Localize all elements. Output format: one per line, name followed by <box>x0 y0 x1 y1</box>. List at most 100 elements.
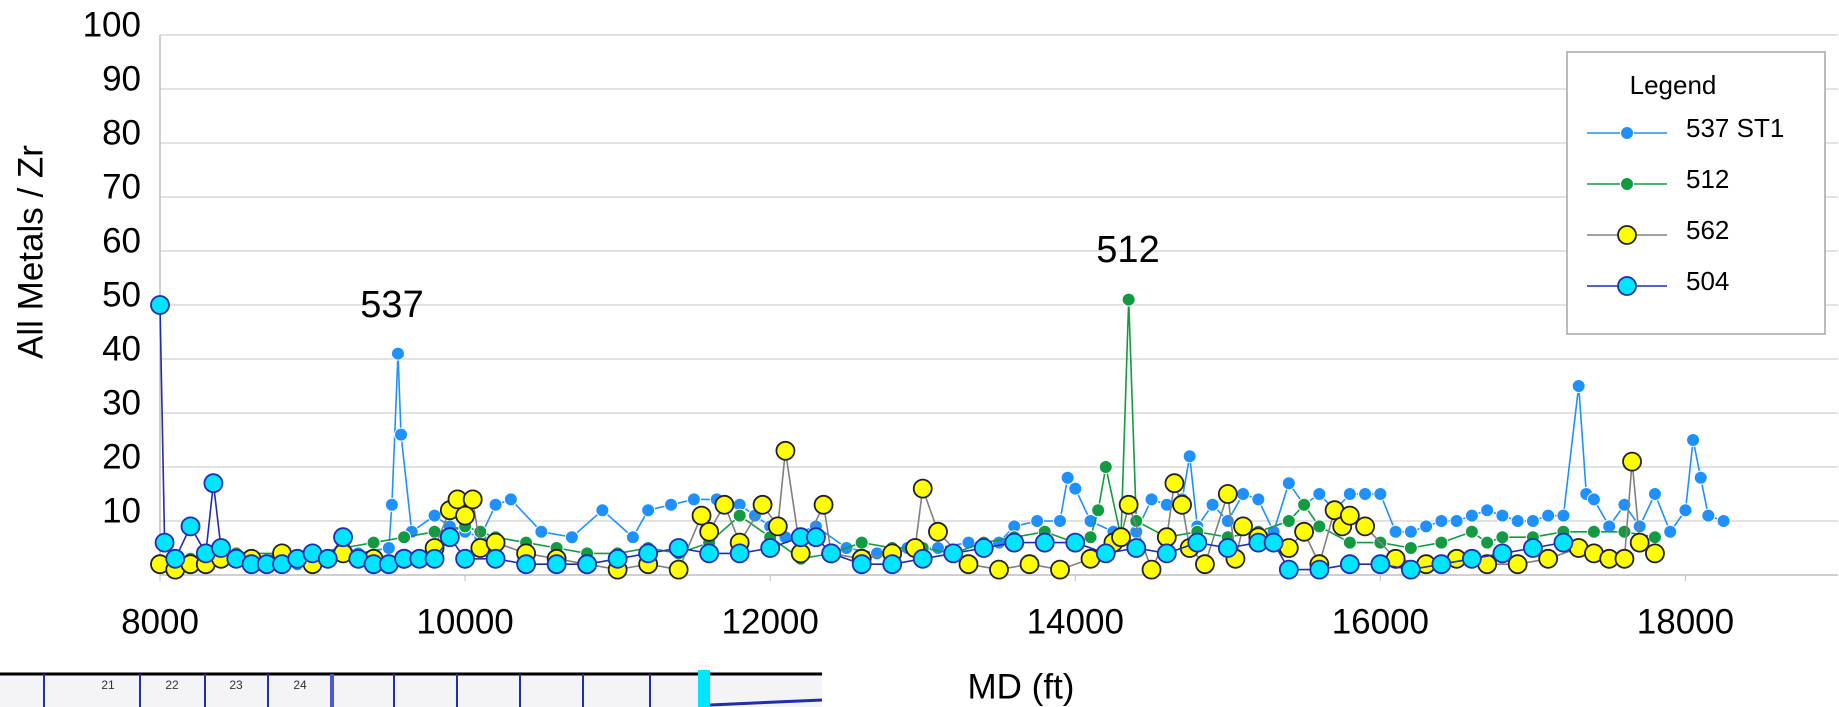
data-point <box>1066 534 1084 552</box>
data-point <box>1158 544 1176 562</box>
data-point <box>1603 520 1616 533</box>
data-point <box>1313 488 1326 501</box>
plot-area <box>151 293 1730 578</box>
data-point <box>1648 531 1661 544</box>
data-point <box>1526 515 1539 528</box>
data-point <box>670 561 688 579</box>
data-point <box>1496 531 1509 544</box>
data-point <box>1404 525 1417 538</box>
data-point <box>1359 488 1372 501</box>
data-point <box>1524 539 1542 557</box>
data-point <box>807 528 825 546</box>
data-point <box>1341 555 1359 573</box>
data-point <box>398 531 411 544</box>
data-point <box>1554 534 1572 552</box>
data-point <box>1465 509 1478 522</box>
data-point <box>853 555 871 573</box>
strip-label: 24 <box>293 678 307 692</box>
y-tick-label: 40 <box>102 329 141 368</box>
x-tick-label: 12000 <box>722 602 819 641</box>
data-point <box>428 509 441 522</box>
y-tick-label: 20 <box>102 437 141 476</box>
legend-label: 512 <box>1686 164 1729 194</box>
legend-marker <box>1621 127 1634 140</box>
data-point <box>1219 485 1237 503</box>
strip-label: 22 <box>165 678 179 692</box>
data-point <box>1005 534 1023 552</box>
data-point <box>1069 482 1082 495</box>
data-point <box>822 544 840 562</box>
data-point <box>1623 453 1641 471</box>
data-point <box>1310 561 1328 579</box>
strip-marker <box>698 670 710 707</box>
data-point <box>665 498 678 511</box>
data-point <box>776 442 794 460</box>
data-point <box>700 544 718 562</box>
data-point <box>1343 536 1356 549</box>
data-point <box>975 539 993 557</box>
data-point <box>1196 555 1214 573</box>
data-point <box>1557 509 1570 522</box>
data-point <box>391 347 404 360</box>
data-point <box>1206 498 1219 511</box>
data-point <box>1252 493 1265 506</box>
annotation: 537 <box>360 284 423 326</box>
data-point <box>1112 528 1130 546</box>
data-point <box>182 517 200 535</box>
data-point <box>1237 488 1250 501</box>
data-point <box>1165 474 1183 492</box>
chart: 1020304050607080901008000100001200014000… <box>0 0 1839 707</box>
strip-label: 23 <box>229 678 243 692</box>
data-point <box>914 480 932 498</box>
y-tick-label: 50 <box>102 275 141 314</box>
data-point <box>1188 534 1206 552</box>
data-point <box>1687 434 1700 447</box>
data-point <box>395 428 408 441</box>
data-point <box>1054 515 1067 528</box>
data-point <box>1631 534 1649 552</box>
data-point <box>441 528 459 546</box>
y-tick-label: 60 <box>102 221 141 260</box>
data-point <box>1496 509 1509 522</box>
data-point <box>1539 550 1557 568</box>
data-point <box>464 490 482 508</box>
data-point <box>1402 561 1420 579</box>
data-point <box>959 555 977 573</box>
data-point <box>1356 517 1374 535</box>
data-point <box>489 498 502 511</box>
legend-label: 562 <box>1686 215 1729 245</box>
data-point <box>1092 504 1105 517</box>
data-point <box>642 504 655 517</box>
data-point <box>731 544 749 562</box>
data-point <box>1389 525 1402 538</box>
data-point <box>1313 520 1326 533</box>
data-point <box>474 525 487 538</box>
data-point <box>693 507 711 525</box>
data-point <box>792 544 810 562</box>
data-point <box>151 296 169 314</box>
data-point <box>487 534 505 552</box>
data-point <box>1633 520 1646 533</box>
data-point <box>1465 525 1478 538</box>
data-point <box>565 531 578 544</box>
data-point <box>1664 525 1677 538</box>
x-tick-label: 8000 <box>121 602 199 641</box>
x-tick-label: 14000 <box>1027 602 1124 641</box>
data-point <box>1648 488 1661 501</box>
data-point <box>670 539 688 557</box>
data-point <box>382 542 395 555</box>
data-point <box>1587 493 1600 506</box>
data-point <box>1572 380 1585 393</box>
series-line <box>160 305 1563 570</box>
data-point <box>1509 555 1527 573</box>
y-tick-label: 10 <box>102 491 141 530</box>
page: {"chart_data": { "type": "line", "x_labe… <box>0 0 1839 707</box>
data-point <box>1120 496 1138 514</box>
data-point <box>1587 525 1600 538</box>
data-point <box>1493 544 1511 562</box>
data-point <box>855 536 868 549</box>
legend-marker <box>1621 178 1634 191</box>
data-point <box>166 550 184 568</box>
data-point <box>1679 504 1692 517</box>
